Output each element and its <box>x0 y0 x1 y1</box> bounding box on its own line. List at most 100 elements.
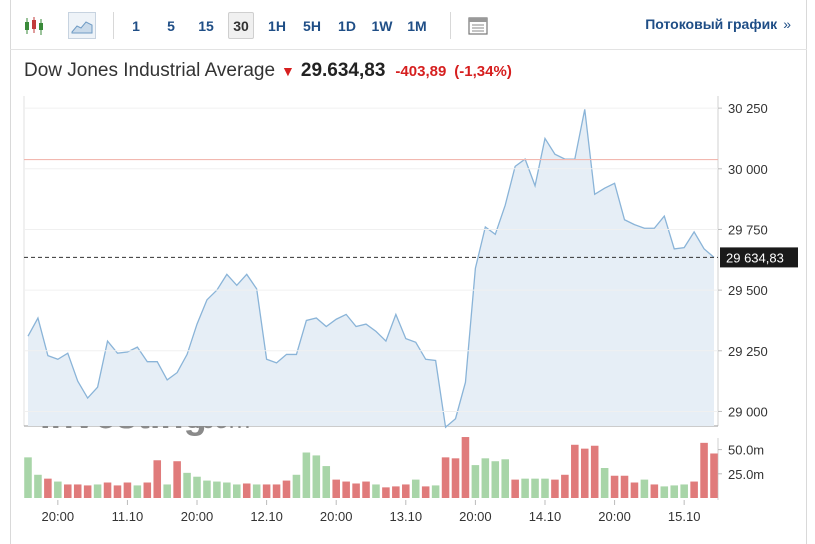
time-tick-label: 13.10 <box>390 509 423 524</box>
volume-bar <box>541 478 549 498</box>
price-tick-label: 29 250 <box>728 344 768 359</box>
volume-bar <box>521 478 529 498</box>
price-tick-label: 29 750 <box>728 222 768 237</box>
volume-bar <box>83 485 92 498</box>
volume-bar <box>511 479 519 498</box>
volume-bar <box>183 472 191 498</box>
volume-bar <box>173 461 181 498</box>
volume-bar <box>580 448 589 498</box>
volume-bar <box>153 460 162 498</box>
volume-bar <box>561 474 569 498</box>
period-1w[interactable]: 1W <box>371 17 393 34</box>
price-tick-label: 30 250 <box>728 101 768 116</box>
volume-bar <box>213 481 221 498</box>
volume-bar <box>402 484 410 498</box>
period-1m[interactable]: 1M <box>407 17 427 34</box>
instrument-header: Dow Jones Industrial Average ▼ 29.634,83… <box>24 60 512 84</box>
volume-bar <box>223 482 231 498</box>
chart-toolbar: 1 5 15 30 1H 5H 1D 1W 1M Потоковый графи… <box>10 0 807 50</box>
price-area-fill <box>28 109 714 428</box>
period-5h[interactable]: 5H <box>303 17 321 34</box>
period-30[interactable]: 30 <box>228 12 254 39</box>
time-tick-label: 20:00 <box>320 509 353 524</box>
volume-bar <box>332 479 340 498</box>
price-tick-label: 29 500 <box>728 283 768 298</box>
volume-bar <box>491 461 500 498</box>
volume-bar <box>252 484 261 498</box>
time-tick-label: 11.10 <box>112 509 144 524</box>
volume-bar <box>660 486 669 498</box>
volume-bar <box>292 474 301 498</box>
instrument-name: Dow Jones Industrial Average <box>24 60 276 81</box>
period-5[interactable]: 5 <box>167 17 175 34</box>
volume-bar <box>372 484 380 498</box>
volume-bar <box>63 484 72 498</box>
volume-bar <box>630 482 639 498</box>
volume-bar <box>312 455 321 498</box>
toolbar-separator <box>113 12 114 39</box>
price-change-percent: (-1,34%) <box>454 63 512 80</box>
volume-bar <box>282 480 291 498</box>
volume-bar <box>342 481 350 498</box>
volume-bar <box>163 484 171 498</box>
volume-bar <box>352 483 360 498</box>
volume-bar <box>600 468 609 498</box>
volume-bar <box>382 487 390 498</box>
chevron-right-icon: » <box>783 16 791 32</box>
volume-bar <box>143 482 152 498</box>
volume-bar <box>103 482 112 498</box>
volume-bar <box>392 486 400 498</box>
toolbar-separator <box>450 12 451 39</box>
volume-bar <box>24 457 32 498</box>
volume-bar <box>531 478 539 498</box>
price-change: -403,89 <box>395 63 447 80</box>
volume-bar <box>44 478 52 498</box>
volume-bar <box>680 484 688 498</box>
arrow-down-icon: ▼ <box>281 63 295 79</box>
volume-bar <box>73 484 82 498</box>
volume-bar <box>481 458 490 498</box>
area-chart-icon[interactable] <box>68 12 96 39</box>
volume-bar <box>620 475 629 498</box>
volume-bar <box>571 444 579 498</box>
table-icon[interactable] <box>464 12 492 39</box>
volume-bar <box>551 479 559 498</box>
volume-bar <box>411 479 420 498</box>
last-price: 29.634,83 <box>300 60 386 81</box>
volume-bar <box>610 475 619 498</box>
time-tick-label: 20:00 <box>181 509 214 524</box>
volume-bar <box>710 453 718 498</box>
volume-bar <box>54 481 62 498</box>
volume-bar <box>113 485 122 498</box>
candlestick-icon[interactable] <box>20 12 48 39</box>
volume-tick-label: 50.0m <box>728 443 764 458</box>
volume-bar <box>262 484 271 498</box>
period-1d[interactable]: 1D <box>338 17 356 34</box>
streaming-chart-link[interactable]: Потоковый график » <box>645 16 791 32</box>
volume-bar <box>233 484 241 498</box>
price-tick-label: 29 000 <box>728 404 768 419</box>
volume-bar <box>471 465 480 498</box>
period-1h[interactable]: 1H <box>268 17 286 34</box>
time-tick-label: 20:00 <box>459 509 492 524</box>
volume-bar <box>461 437 470 498</box>
price-line <box>27 109 715 429</box>
volume-bar <box>700 442 708 498</box>
volume-bar <box>123 482 132 498</box>
period-15[interactable]: 15 <box>198 17 214 34</box>
volume-bar <box>501 459 509 498</box>
volume-bar <box>650 484 659 498</box>
streaming-chart-label: Потоковый график <box>645 16 778 32</box>
time-tick-label: 20:00 <box>42 509 75 524</box>
time-tick-label: 14.10 <box>529 509 562 524</box>
period-1[interactable]: 1 <box>132 17 140 34</box>
price-tick-label: 30 000 <box>728 162 768 177</box>
volume-bar <box>302 452 311 498</box>
chart-widget-frame <box>10 0 807 544</box>
volume-bar <box>203 480 211 498</box>
volume-bar <box>242 483 251 498</box>
time-tick-label: 20:00 <box>598 509 631 524</box>
volume-bar <box>640 479 649 498</box>
volume-bar <box>590 445 599 498</box>
